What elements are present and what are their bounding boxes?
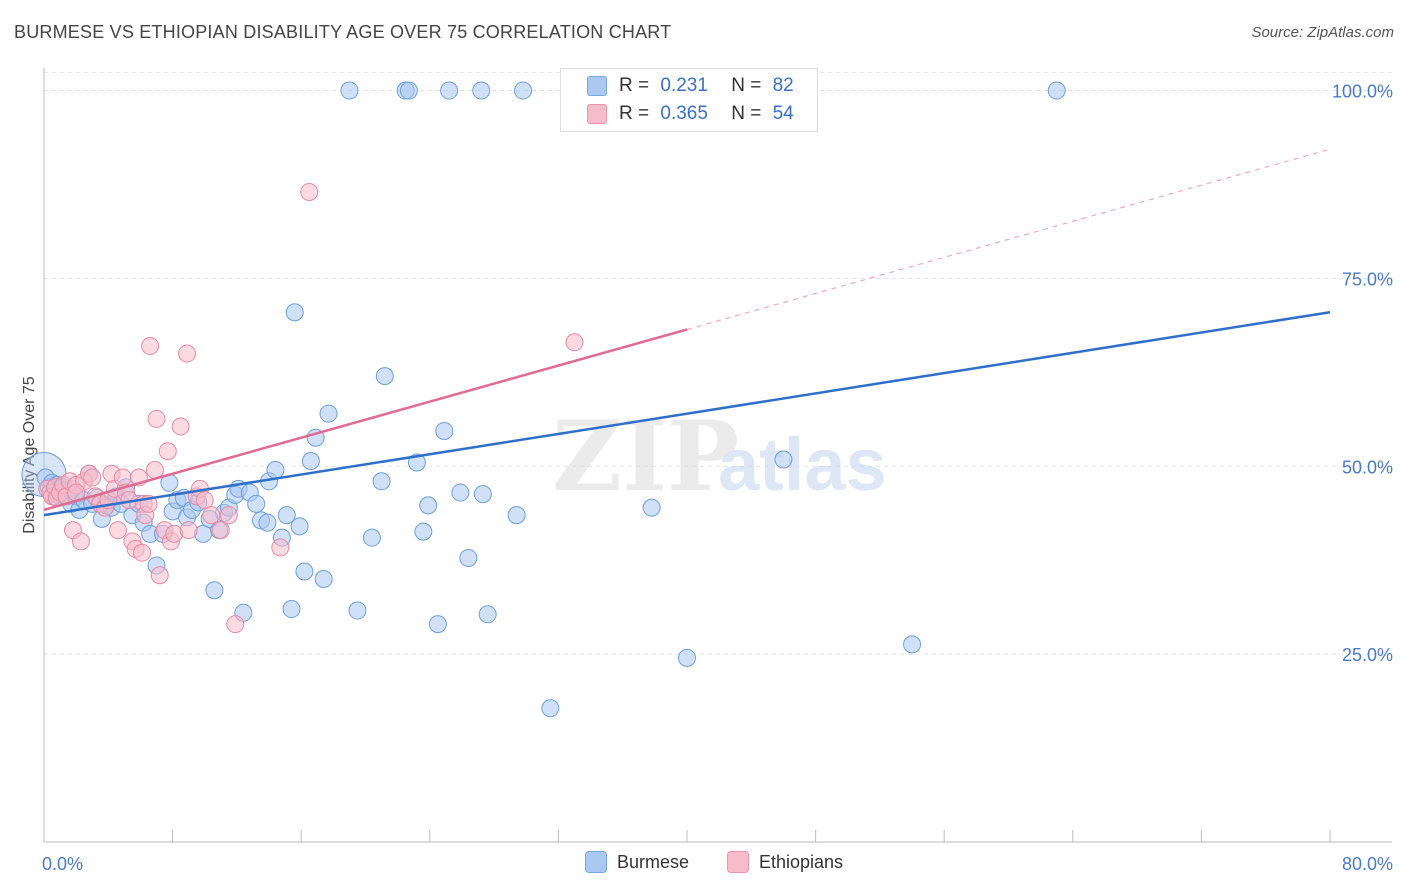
x-tick-label: 0.0% bbox=[42, 854, 83, 874]
ethiopians-point bbox=[271, 538, 290, 557]
ethiopians-r-value: 0.365 bbox=[660, 103, 708, 124]
burmese-point bbox=[407, 453, 426, 472]
ethiopians-point bbox=[195, 491, 214, 510]
ethiopians-point bbox=[211, 521, 230, 540]
ethiopians-point bbox=[83, 468, 102, 487]
burmese-point bbox=[478, 605, 497, 624]
burmese-point bbox=[295, 562, 314, 581]
y-tick-label: 50.0% bbox=[1342, 457, 1393, 477]
ethiopians-point bbox=[133, 543, 152, 562]
watermark-zip: ZIP bbox=[552, 400, 739, 513]
burmese-trend-line bbox=[43, 310, 1331, 517]
grid-lines bbox=[44, 72, 1392, 655]
burmese-point bbox=[340, 81, 359, 100]
ethiopians-n-label: N = bbox=[731, 103, 762, 124]
burmese-n-value: 82 bbox=[772, 75, 794, 96]
legend-item-ethiopians[interactable]: Ethiopians bbox=[727, 851, 843, 873]
stats-legend: R = 0.231 N = 82 R = 0.365 N = 54 bbox=[560, 68, 818, 132]
source-label: Source: ZipAtlas.com bbox=[1251, 24, 1394, 41]
burmese-point bbox=[301, 452, 320, 471]
ethiopians-n-value: 54 bbox=[772, 103, 794, 124]
burmese-point bbox=[348, 601, 367, 620]
burmese-point bbox=[375, 367, 394, 386]
burmese-point bbox=[541, 699, 560, 718]
burmese-point bbox=[459, 548, 478, 567]
ethiopians-point bbox=[147, 409, 166, 428]
trend-lines bbox=[43, 148, 1331, 517]
ethiopians-swatch bbox=[587, 104, 607, 124]
ethiopians-point bbox=[171, 417, 190, 436]
burmese-point bbox=[514, 81, 533, 100]
tick-labels: 25.0% 50.0% 75.0% 100.0% 0.0% 80.0% bbox=[42, 82, 1393, 874]
ethiopians-point bbox=[108, 521, 127, 540]
stats-legend-burmese: R = 0.231 N = 82 bbox=[587, 73, 794, 99]
burmese-r-value: 0.231 bbox=[660, 75, 708, 96]
burmese-point bbox=[314, 569, 333, 588]
burmese-point bbox=[435, 421, 454, 440]
watermark: ZIP atlas bbox=[552, 400, 887, 513]
burmese-point bbox=[642, 498, 661, 517]
ethiopians-point bbox=[113, 468, 132, 487]
burmese-points bbox=[21, 81, 1066, 718]
burmese-point bbox=[472, 81, 491, 100]
ethiopians-point bbox=[150, 566, 169, 585]
ethiopians-point bbox=[300, 182, 319, 201]
ethiopians-point bbox=[178, 344, 197, 363]
axes bbox=[43, 68, 1392, 843]
y-tick-label: 75.0% bbox=[1342, 269, 1393, 289]
burmese-point bbox=[282, 600, 301, 619]
chart-title: BURMESE VS ETHIOPIAN DISABILITY AGE OVER… bbox=[14, 22, 672, 42]
ethiopians-point bbox=[71, 532, 90, 551]
ethiopians-point bbox=[179, 521, 198, 540]
burmese-r-label: R = bbox=[619, 75, 650, 96]
legend-burmese-label: Burmese bbox=[617, 851, 690, 872]
y-tick-label: 100.0% bbox=[1332, 82, 1393, 102]
x-tick-label: 80.0% bbox=[1342, 854, 1393, 874]
burmese-point bbox=[678, 648, 696, 667]
burmese-point bbox=[419, 496, 438, 515]
y-tick-label: 25.0% bbox=[1342, 645, 1393, 665]
burmese-point bbox=[451, 483, 470, 502]
burmese-point bbox=[774, 450, 793, 469]
burmese-point bbox=[440, 81, 459, 100]
burmese-point bbox=[1047, 81, 1066, 100]
burmese-n-label: N = bbox=[731, 75, 762, 96]
legend-item-burmese[interactable]: Burmese bbox=[585, 851, 689, 873]
burmese-point bbox=[399, 81, 418, 100]
burmese-point bbox=[290, 517, 309, 536]
burmese-point bbox=[319, 404, 338, 423]
burmese-point bbox=[362, 528, 381, 547]
ethiopians-point bbox=[219, 506, 238, 525]
legend-ethiopians-swatch bbox=[727, 851, 749, 873]
burmese-swatch bbox=[587, 76, 607, 96]
burmese-point bbox=[903, 635, 922, 654]
burmese-point bbox=[285, 303, 304, 322]
burmese-point bbox=[507, 506, 526, 525]
ethiopians-trend-extension bbox=[686, 148, 1331, 331]
ethiopians-r-label: R = bbox=[619, 103, 650, 124]
stats-legend-ethiopians: R = 0.365 N = 54 bbox=[587, 101, 794, 127]
ethiopians-point bbox=[202, 506, 221, 525]
legend-burmese-swatch bbox=[585, 851, 607, 873]
ethiopians-point bbox=[158, 442, 177, 461]
ethiopians-point bbox=[226, 615, 245, 634]
watermark-atlas: atlas bbox=[718, 423, 887, 506]
burmese-point bbox=[414, 522, 433, 541]
legend-ethiopians-label: Ethiopians bbox=[759, 851, 844, 872]
burmese-point bbox=[205, 581, 224, 600]
burmese-point bbox=[266, 461, 285, 480]
ethiopians-point bbox=[141, 337, 160, 356]
burmese-point bbox=[277, 506, 296, 525]
burmese-point bbox=[372, 472, 391, 491]
burmese-point bbox=[247, 494, 266, 513]
burmese-point bbox=[428, 615, 447, 634]
ethiopians-trend-line bbox=[43, 328, 688, 512]
burmese-point bbox=[258, 513, 277, 532]
ethiopians-point bbox=[565, 333, 584, 352]
burmese-point bbox=[473, 485, 492, 504]
